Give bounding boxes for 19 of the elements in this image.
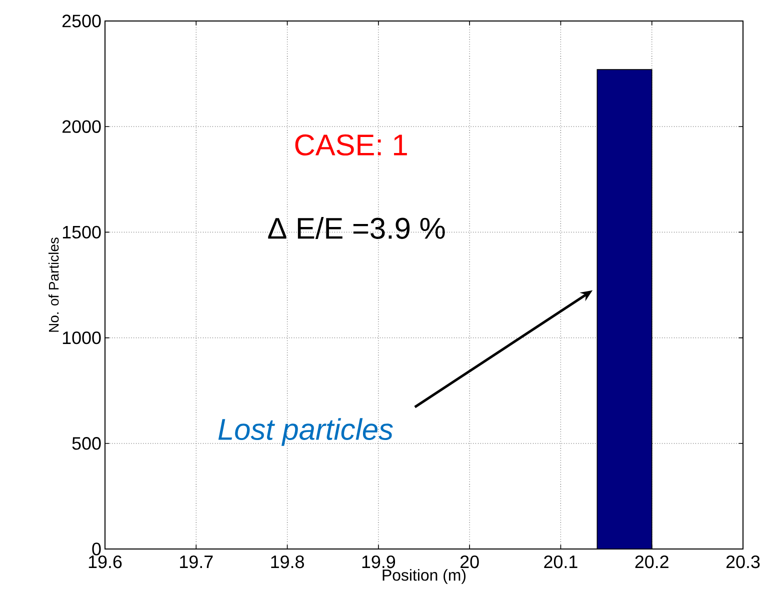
annotation: CASE: 1	[295, 134, 407, 156]
x-tick-label: 20.1	[544, 556, 578, 568]
x-tick-label: 20	[460, 556, 479, 568]
x-tick-label: 19.6	[88, 556, 122, 568]
y-tick-label: 1500	[62, 226, 101, 239]
y-axis-title: No. of Particles	[48, 238, 59, 332]
x-axis-title: Position (m)	[382, 569, 466, 584]
x-tick-label: 19.8	[271, 556, 304, 568]
annotation: Lost particles	[218, 418, 393, 446]
x-tick-label: 20.3	[726, 556, 760, 568]
x-tick-label: 19.7	[180, 556, 213, 568]
y-tick-label: 0	[92, 542, 101, 556]
annotation: Δ E/E =3.9 %	[268, 217, 445, 239]
y-tick-label: 2500	[62, 14, 101, 28]
y-tick-label: 500	[72, 437, 101, 450]
y-tick-label: 1000	[62, 331, 101, 344]
x-tick-label: 19.9	[362, 556, 396, 568]
x-tick-label: 20.2	[635, 556, 668, 568]
y-tick-label: 2000	[62, 120, 101, 133]
